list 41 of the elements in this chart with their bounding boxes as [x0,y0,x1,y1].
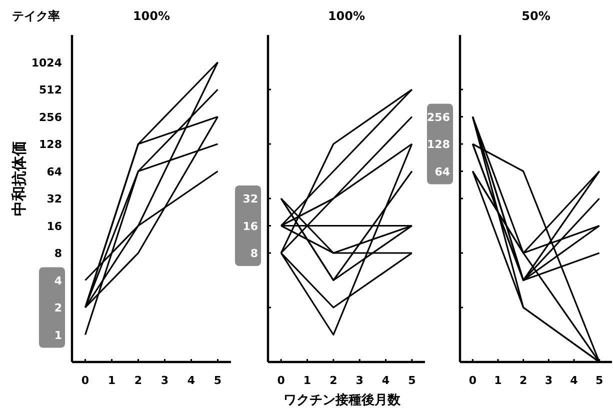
x-tick-label: 5 [596,374,604,387]
y-tick-label: 256 [427,110,450,124]
chart-title: 100% [328,9,366,23]
x-tick-label: 0 [277,374,286,387]
x-tick-label: 3 [160,374,169,387]
x-tick-label: 3 [356,374,364,387]
x-tick-label: 2 [134,374,142,387]
y-tick-label: 64 [46,165,62,178]
x-tick-label: 0 [468,374,477,387]
x-axis-title: ワクチン接種後月数 [284,392,402,408]
x-tick-label: 2 [520,374,528,387]
chart-title: 100% [132,9,170,23]
y-tick-label: 1024 [31,56,62,70]
y-tick-label: 128 [39,138,62,151]
y-tick-label: 512 [39,84,62,96]
text: テイク率 [12,9,60,23]
y-tick-label: 32 [46,192,62,206]
y-tick-label: 2 [54,302,62,314]
x-tick-label: 1 [494,374,502,387]
y-tick-label: 16 [242,220,258,233]
x-tick-label: 4 [570,374,578,387]
x-tick-label: 1 [303,374,312,387]
x-tick-label: 5 [408,374,416,387]
y-tick-label: 8 [54,247,62,260]
x-tick-label: 5 [214,374,222,387]
y-axis-title: 中和抗体価 [10,141,28,216]
y-tick-label: 8 [250,247,258,260]
y-tick-label: 1 [54,328,62,342]
x-tick-label: 4 [382,374,390,387]
y-tick-label: 128 [427,138,450,151]
y-tick-label: 4 [54,274,62,288]
x-tick-label: 3 [544,374,552,387]
chart-title: 50% [522,9,550,23]
y-tick-label: 16 [46,220,62,233]
x-tick-label: 4 [187,374,196,387]
y-tick-label: 32 [242,192,258,206]
x-tick-label: 2 [330,374,338,387]
y-tick-label: 256 [39,110,62,124]
x-tick-label: 1 [108,374,116,387]
x-tick-label: 0 [81,374,90,387]
y-tick-label: 64 [434,165,450,178]
